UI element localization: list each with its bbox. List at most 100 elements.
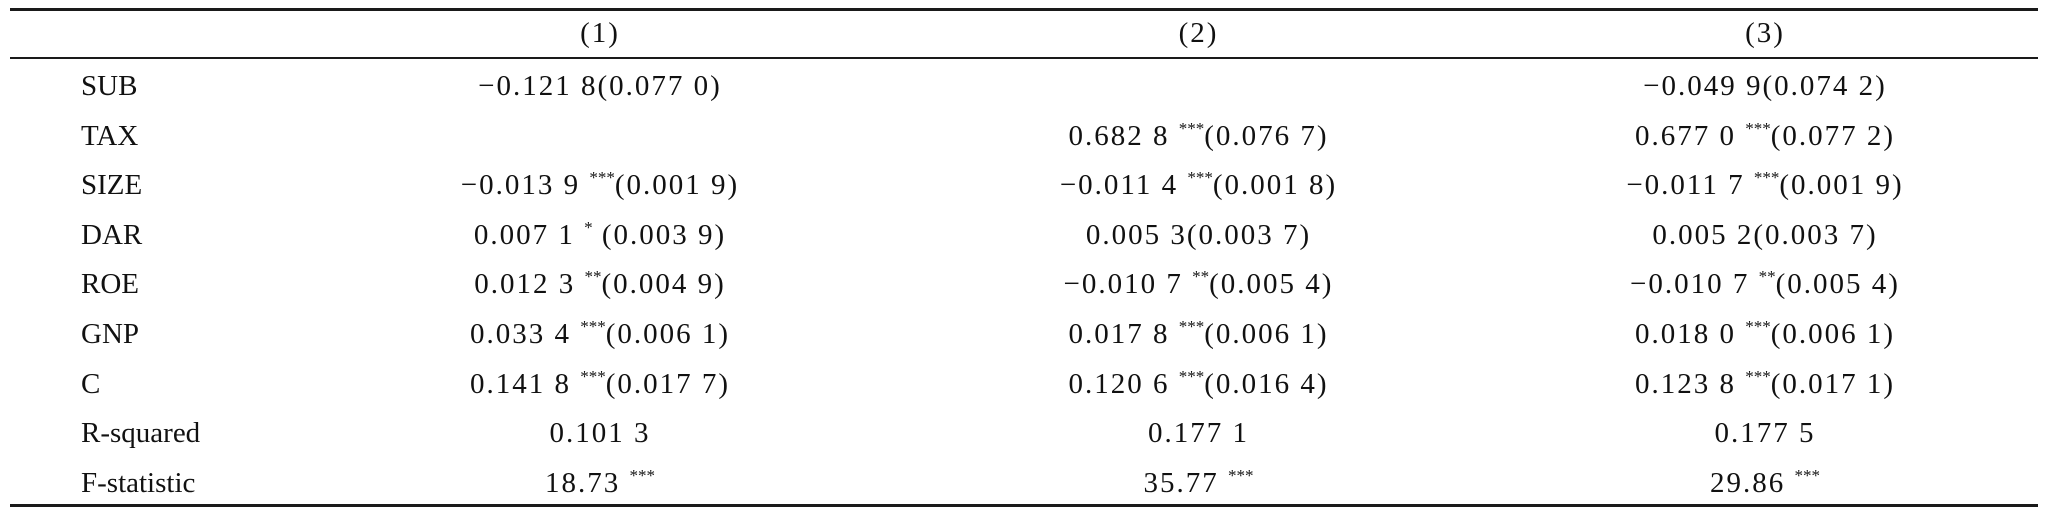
statistic-value: 35.77 [1143,466,1228,499]
coefficient: 0.007 1 [473,218,585,251]
table-row-c: C 0.141 8 ***(0.017 7) 0.120 6 ***(0.016… [0,360,2048,408]
standard-error: (0.006 1) [1204,318,1329,350]
standard-error: (0.017 1) [1770,367,1896,400]
coefficient: −0.121 8 [478,70,598,102]
standard-error: (0.074 2) [1762,70,1887,102]
significance-stars: *** [1745,366,1771,386]
standard-error: (0.003 9) [592,218,727,251]
cell-tax-col3: 0.677 0 ***(0.077 2) [0,112,2048,160]
standard-error: (0.003 7) [1753,218,1878,251]
significance-stars: *** [1228,465,1254,485]
row-label: GNP [81,318,140,350]
table-row-gnp: GNP 0.033 4 ***(0.006 1) 0.017 8 ***(0.0… [0,310,2048,358]
significance-stars: *** [1745,118,1771,138]
coefficient: −0.013 9 [460,169,590,202]
coefficient: 0.682 8 [1068,119,1179,152]
cell-c-col3: 0.123 8 ***(0.017 1) [0,360,2048,408]
significance-stars: * [584,217,593,237]
row-label: SIZE [81,169,143,202]
coefficient: −0.011 7 [1626,169,1754,202]
row-label: DAR [81,218,143,251]
cell-sub-col3: −0.049 9(0.074 2) [0,62,2048,110]
cell-size-col1: −0.013 9 ***(0.001 9) [0,161,1200,209]
standard-error: (0.001 8) [1212,169,1338,202]
statistic-value: 0.177 5 [1714,417,1816,450]
cell-c-col1: 0.141 8 ***(0.017 7) [0,360,1200,408]
standard-error: (0.005 4) [1209,268,1334,301]
cell-gnp-col3: 0.018 0 ***(0.006 1) [0,310,2048,358]
standard-error: (0.001 9) [1779,169,1904,202]
table-header: (1) (2) (3) [0,9,2048,57]
significance-stars: *** [589,168,615,188]
standard-error: (0.006 1) [605,318,731,350]
cell-roe-col1: 0.012 3 **(0.004 9) [0,260,1200,308]
cell-dar-col3: 0.005 2(0.003 7) [0,211,2048,259]
cell-size-col2: −0.011 4 ***(0.001 8) [0,161,2048,209]
statistic-value: 0.101 3 [549,417,651,450]
table-header-rule [10,57,2038,59]
coefficient: 0.012 3 [474,268,585,301]
column-header-1: (1) [580,17,620,49]
row-label: C [81,367,101,400]
row-label: ROE [81,268,139,301]
cell-dar-col2: 0.005 3(0.003 7) [0,211,2048,259]
coefficient: 0.033 4 [469,318,581,350]
cell-dar-col1: 0.007 1 * (0.003 9) [0,211,1200,259]
standard-error: (0.076 7) [1204,119,1329,152]
coefficient: 0.005 2 [1652,218,1754,251]
standard-error: (0.005 4) [1775,268,1900,301]
coefficient: 0.005 3 [1085,218,1187,251]
coefficient: 0.018 0 [1634,318,1746,350]
table-top-rule [10,8,2038,11]
significance-stars: ** [1192,267,1210,287]
row-label: SUB [81,70,138,102]
cell-f-statistic-col2: 35.77 *** [0,459,2048,507]
significance-stars: ** [584,267,602,287]
standard-error: (0.016 4) [1204,367,1329,400]
cell-gnp-col2: 0.017 8 ***(0.006 1) [0,310,2048,358]
coefficient: 0.141 8 [469,367,581,400]
table-row-tax: TAX 0.682 8 ***(0.076 7) 0.677 0 ***(0.0… [0,112,2048,160]
row-label: TAX [81,119,139,152]
significance-stars: ** [1758,267,1776,287]
significance-stars: *** [1753,168,1780,188]
standard-error: (0.003 7) [1186,218,1312,251]
significance-stars: *** [580,317,606,336]
statistic-value: 18.73 [545,466,630,499]
table-row-size: SIZE −0.013 9 ***(0.001 9) −0.011 4 ***(… [0,161,2048,209]
significance-stars: *** [1178,366,1205,386]
statistic-value: 29.86 [1710,466,1795,499]
cell-sub-col1: −0.121 8(0.077 0) [0,62,1200,110]
coefficient: −0.010 7 [1063,268,1193,301]
standard-error: (0.004 9) [601,268,726,301]
coefficient: 0.120 6 [1068,367,1179,400]
standard-error: (0.001 9) [614,169,740,202]
significance-stars: *** [1187,168,1213,188]
cell-tax-col2: 0.682 8 ***(0.076 7) [0,112,2048,160]
table-row-r-squared: R-squared 0.101 3 0.177 1 0.177 5 [0,409,2048,457]
table-row-roe: ROE 0.012 3 **(0.004 9) −0.010 7 **(0.00… [0,260,2048,308]
cell-r-squared-col3: 0.177 5 [0,409,2048,457]
table-row-dar: DAR 0.007 1 * (0.003 9) 0.005 3(0.003 7)… [0,211,2048,259]
coefficient: 0.677 0 [1634,119,1746,152]
cell-f-statistic-col3: 29.86 *** [0,459,2048,507]
cell-size-col3: −0.011 7 ***(0.001 9) [0,161,2048,209]
significance-stars: *** [1794,465,1821,485]
row-label: F-statistic [81,466,196,499]
row-label: R-squared [81,417,201,450]
significance-stars: *** [580,366,606,386]
standard-error: (0.077 2) [1770,119,1896,152]
cell-roe-col3: −0.010 7 **(0.005 4) [0,260,2048,308]
coefficient: −0.010 7 [1630,268,1759,301]
statistic-value: 0.177 1 [1148,417,1249,450]
cell-r-squared-col2: 0.177 1 [0,409,2048,457]
significance-stars: *** [1178,118,1205,138]
table-row-f-statistic: F-statistic 18.73 *** 35.77 *** 29.86 **… [0,459,2048,507]
standard-error: (0.006 1) [1770,318,1896,350]
column-header-3: (3) [1745,17,1785,49]
coefficient: 0.123 8 [1634,367,1746,400]
significance-stars: *** [1745,317,1771,336]
table-row-sub: SUB −0.121 8(0.077 0) −0.049 9(0.074 2) [0,62,2048,110]
cell-gnp-col1: 0.033 4 ***(0.006 1) [0,310,1200,358]
coefficient: 0.017 8 [1068,318,1179,350]
